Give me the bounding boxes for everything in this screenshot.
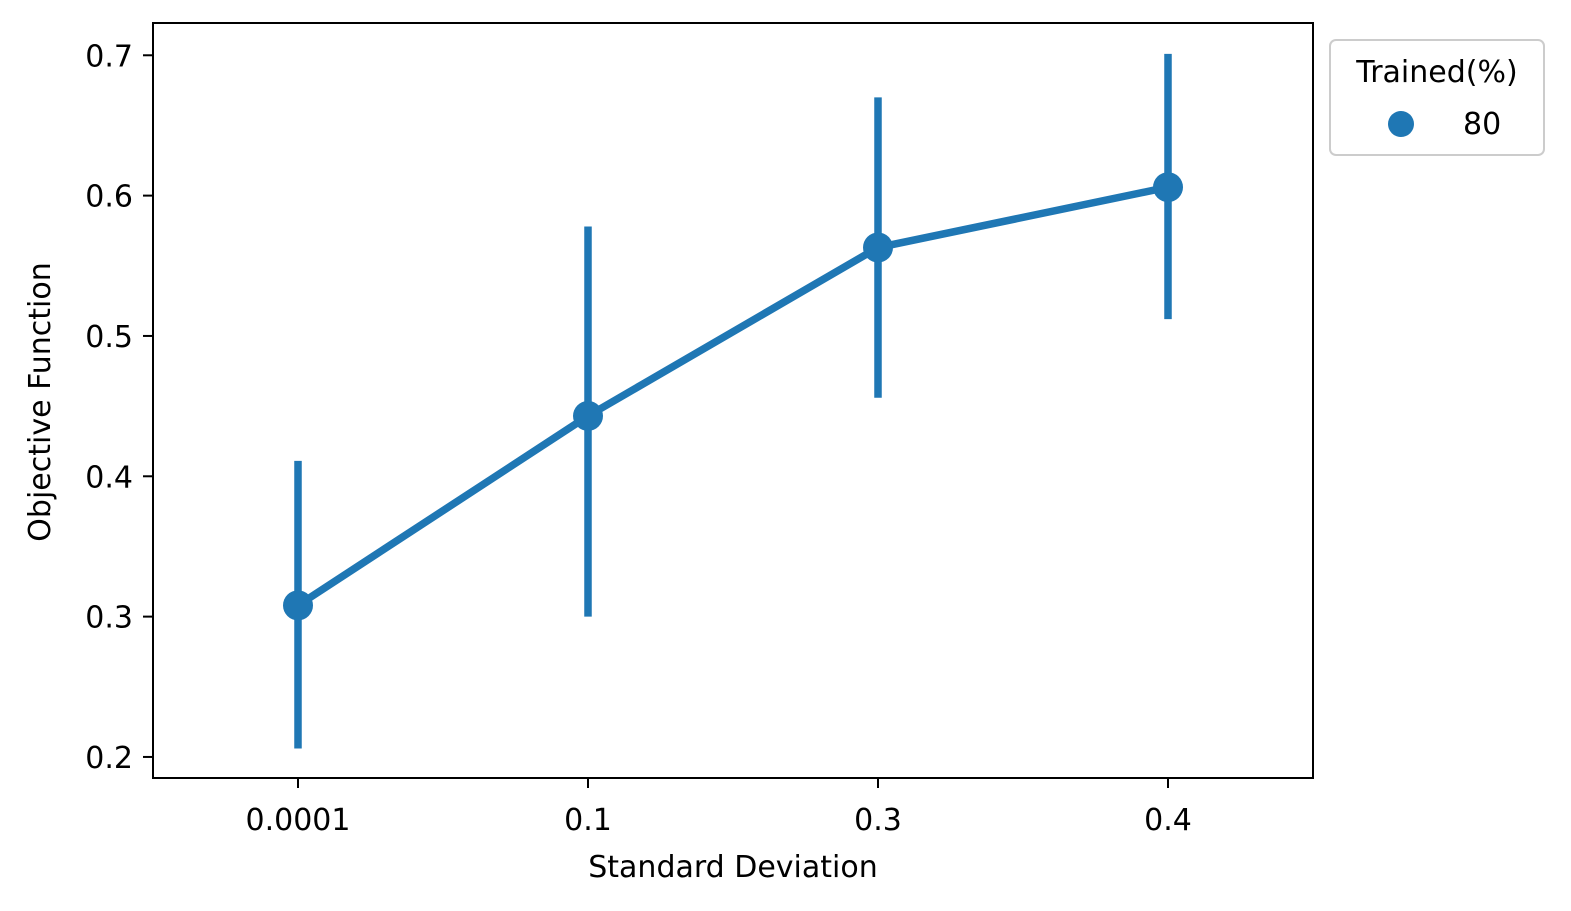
data-point <box>1153 172 1183 203</box>
legend-title: Trained(%) <box>1355 55 1517 90</box>
y-axis: 0.2 0.3 0.4 0.5 0.6 0.7 <box>85 39 153 776</box>
data-point <box>863 232 893 263</box>
plot-area: 0.0001 0.1 0.3 0.4 0.2 0.3 0.4 0.5 0.6 0.7 <box>85 22 1314 838</box>
legend-marker <box>1388 111 1414 137</box>
legend-frame <box>1329 39 1545 156</box>
y-tick-label: 0.2 <box>85 741 133 776</box>
legend: Trained(%) 80 <box>1329 39 1545 156</box>
x-tick-label: 0.3 <box>854 803 902 838</box>
legend-label: 80 <box>1463 107 1501 142</box>
series-layer <box>283 53 1183 749</box>
data-point <box>283 590 313 621</box>
plot-frame <box>152 22 1314 779</box>
y-tick-label: 0.6 <box>85 180 133 215</box>
y-tick-label: 0.4 <box>85 460 133 495</box>
x-axis-label: Standard Deviation <box>588 850 878 885</box>
x-axis: 0.0001 0.1 0.3 0.4 <box>246 778 1192 838</box>
x-tick-label: 0.4 <box>1144 803 1192 838</box>
y-tick-label: 0.3 <box>85 601 133 636</box>
data-point <box>573 400 603 431</box>
x-tick-label: 0.1 <box>564 803 612 838</box>
y-tick-label: 0.7 <box>85 39 133 74</box>
y-tick-label: 0.5 <box>85 320 133 355</box>
series-line <box>294 183 1172 610</box>
y-axis-label: Objective Function <box>23 262 58 541</box>
x-tick-label: 0.0001 <box>246 803 351 838</box>
